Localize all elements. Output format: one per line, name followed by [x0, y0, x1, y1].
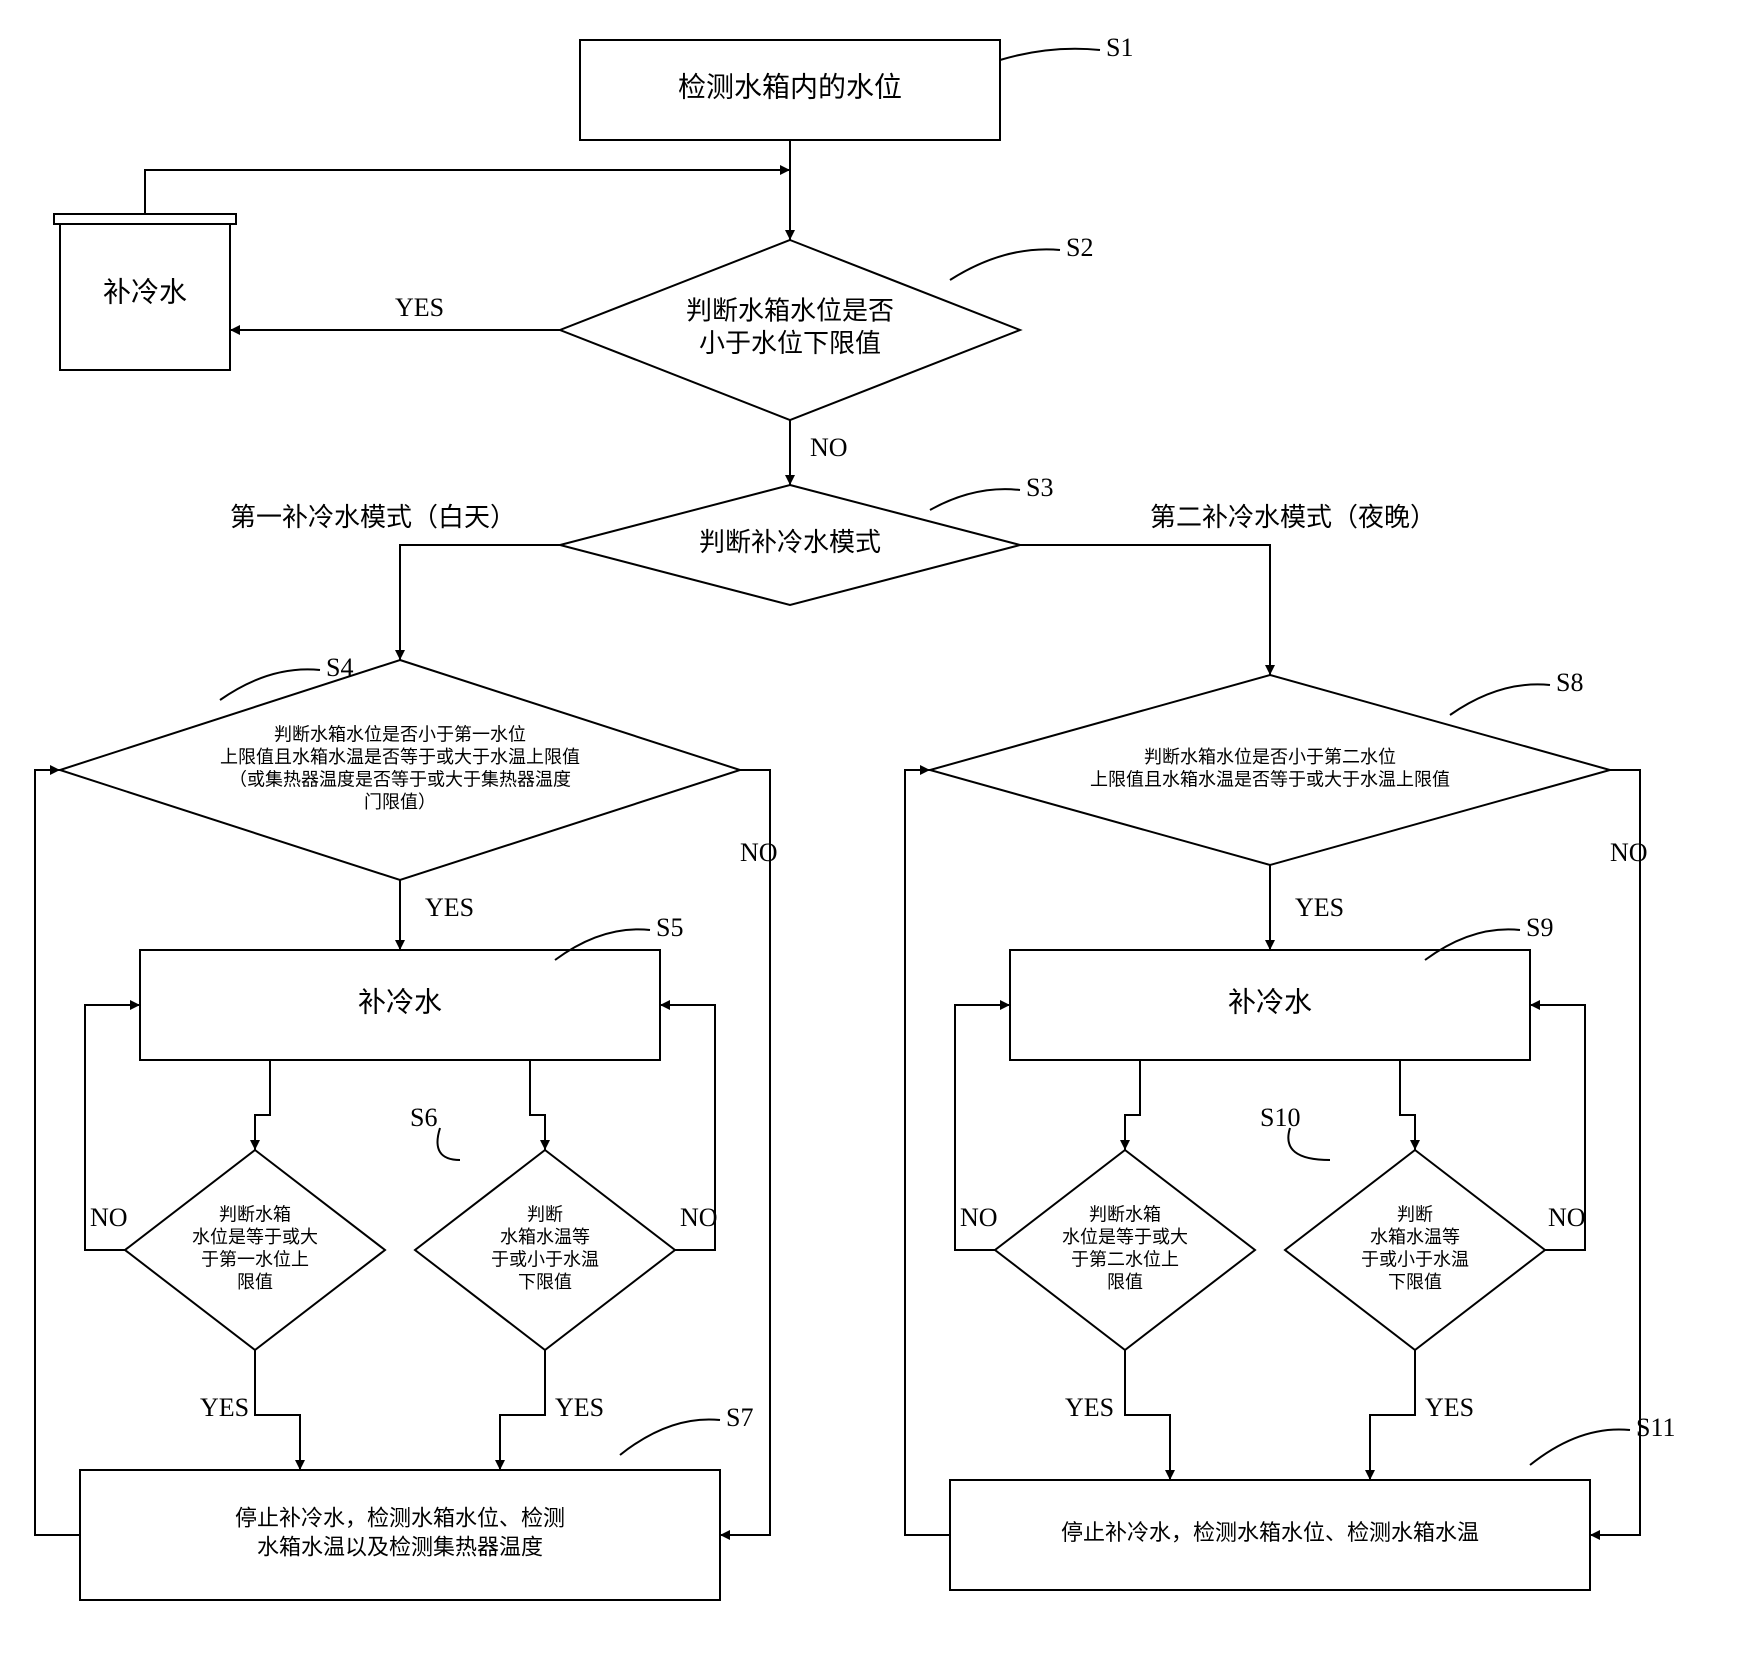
edge-label: YES: [1065, 1393, 1114, 1422]
edge-label: NO: [740, 838, 778, 867]
step-label: S1: [1106, 33, 1133, 62]
flowchart-canvas: YES NO YES NO NO NO YES YES YES NO NO NO YES YES 检测水箱…: [0, 0, 1747, 1667]
edge-label: YES: [395, 293, 444, 322]
edge-label: NO: [90, 1203, 128, 1232]
node-label: 于第二水位上: [1071, 1249, 1179, 1269]
edge-label: YES: [200, 1393, 249, 1422]
node-label: 水位是等于或大: [192, 1227, 318, 1247]
node-label: 于或小于水温: [1361, 1249, 1469, 1269]
node-a0: 补冷水: [54, 214, 236, 370]
edge-label: NO: [1548, 1203, 1586, 1232]
step-label: S5: [656, 913, 683, 942]
node-label: 检测水箱内的水位: [678, 71, 902, 103]
step-label: S9: [1526, 913, 1553, 942]
node-label: 小于水位下限值: [699, 329, 881, 358]
node-s6r: 判断水箱水温等于或小于水温下限值: [415, 1150, 675, 1350]
mode-label: 第一补冷水模式（白天）: [230, 503, 516, 532]
node-label: 判断: [1397, 1204, 1433, 1224]
step-label: S2: [1066, 233, 1093, 262]
node-label: （或集热器温度是否等于或大于集热器温度: [229, 769, 571, 789]
step-label: S8: [1556, 668, 1583, 697]
node-label: 补冷水: [103, 276, 187, 308]
node-s11: 停止补冷水，检测水箱水位、检测水箱水温: [950, 1480, 1590, 1590]
edge-label: NO: [960, 1203, 998, 1232]
edge-label: YES: [555, 1393, 604, 1422]
edge-label: YES: [425, 893, 474, 922]
node-label: 门限值）: [364, 792, 436, 812]
node-label: 水箱水温等: [500, 1227, 590, 1247]
node-label: 判断水箱水位是否小于第二水位: [1144, 747, 1396, 767]
node-label: 下限值: [1388, 1272, 1442, 1292]
node-label: 于或小于水温: [491, 1249, 599, 1269]
node-label: 判断水箱: [219, 1204, 291, 1224]
mode-label: 第二补冷水模式（夜晚）: [1150, 503, 1436, 532]
step-label: S7: [726, 1403, 753, 1432]
node-s2: 判断水箱水位是否小于水位下限值: [560, 240, 1020, 420]
node-s6l: 判断水箱水位是等于或大于第一水位上限值: [125, 1150, 385, 1350]
node-s5: 补冷水: [140, 950, 660, 1060]
edge-label: NO: [810, 433, 848, 462]
node-s3: 判断补冷水模式: [560, 485, 1020, 605]
node-label: 水箱水温等: [1370, 1227, 1460, 1247]
node-label: 上限值且水箱水温是否等于或大于水温上限值: [1090, 769, 1450, 789]
node-label: 水位是等于或大: [1062, 1227, 1188, 1247]
mode-label: S10: [1260, 1103, 1300, 1132]
node-label: 下限值: [518, 1272, 572, 1292]
node-label: 判断: [527, 1204, 563, 1224]
node-label: 限值: [237, 1272, 273, 1292]
node-label: 限值: [1107, 1272, 1143, 1292]
nodes: 检测水箱内的水位补冷水判断水箱水位是否小于水位下限值判断补冷水模式判断水箱水位是…: [54, 40, 1610, 1600]
mode-label: S6: [410, 1103, 437, 1132]
node-s4: 判断水箱水位是否小于第一水位上限值且水箱水温是否等于或大于水温上限值（或集热器温…: [60, 660, 740, 880]
step-label: S3: [1026, 473, 1053, 502]
edge-label: YES: [1295, 893, 1344, 922]
node-label: 上限值且水箱水温是否等于或大于水温上限值: [220, 747, 580, 767]
node-label: 补冷水: [358, 986, 442, 1018]
node-label: 停止补冷水，检测水箱水位、检测: [235, 1506, 565, 1531]
step-label: S4: [326, 653, 353, 682]
node-label: 停止补冷水，检测水箱水位、检测水箱水温: [1061, 1520, 1479, 1545]
step-label: S11: [1636, 1413, 1676, 1442]
node-s7: 停止补冷水，检测水箱水位、检测水箱水温以及检测集热器温度: [80, 1470, 720, 1600]
node-s1: 检测水箱内的水位: [580, 40, 1000, 140]
node-label: 判断水箱: [1089, 1204, 1161, 1224]
node-s10l: 判断水箱水位是等于或大于第二水位上限值: [995, 1150, 1255, 1350]
node-label: 水箱水温以及检测集热器温度: [257, 1534, 543, 1559]
node-s9: 补冷水: [1010, 950, 1530, 1060]
edge-label: NO: [680, 1203, 718, 1232]
node-s8: 判断水箱水位是否小于第二水位上限值且水箱水温是否等于或大于水温上限值: [930, 675, 1610, 865]
node-s10r: 判断水箱水温等于或小于水温下限值: [1285, 1150, 1545, 1350]
node-label: 补冷水: [1228, 986, 1312, 1018]
node-label: 判断补冷水模式: [699, 528, 881, 557]
edge-label: NO: [1610, 838, 1648, 867]
node-label: 判断水箱水位是否: [686, 297, 894, 326]
edge-label: YES: [1425, 1393, 1474, 1422]
node-label: 于第一水位上: [201, 1249, 309, 1269]
node-label: 判断水箱水位是否小于第一水位: [274, 724, 526, 744]
